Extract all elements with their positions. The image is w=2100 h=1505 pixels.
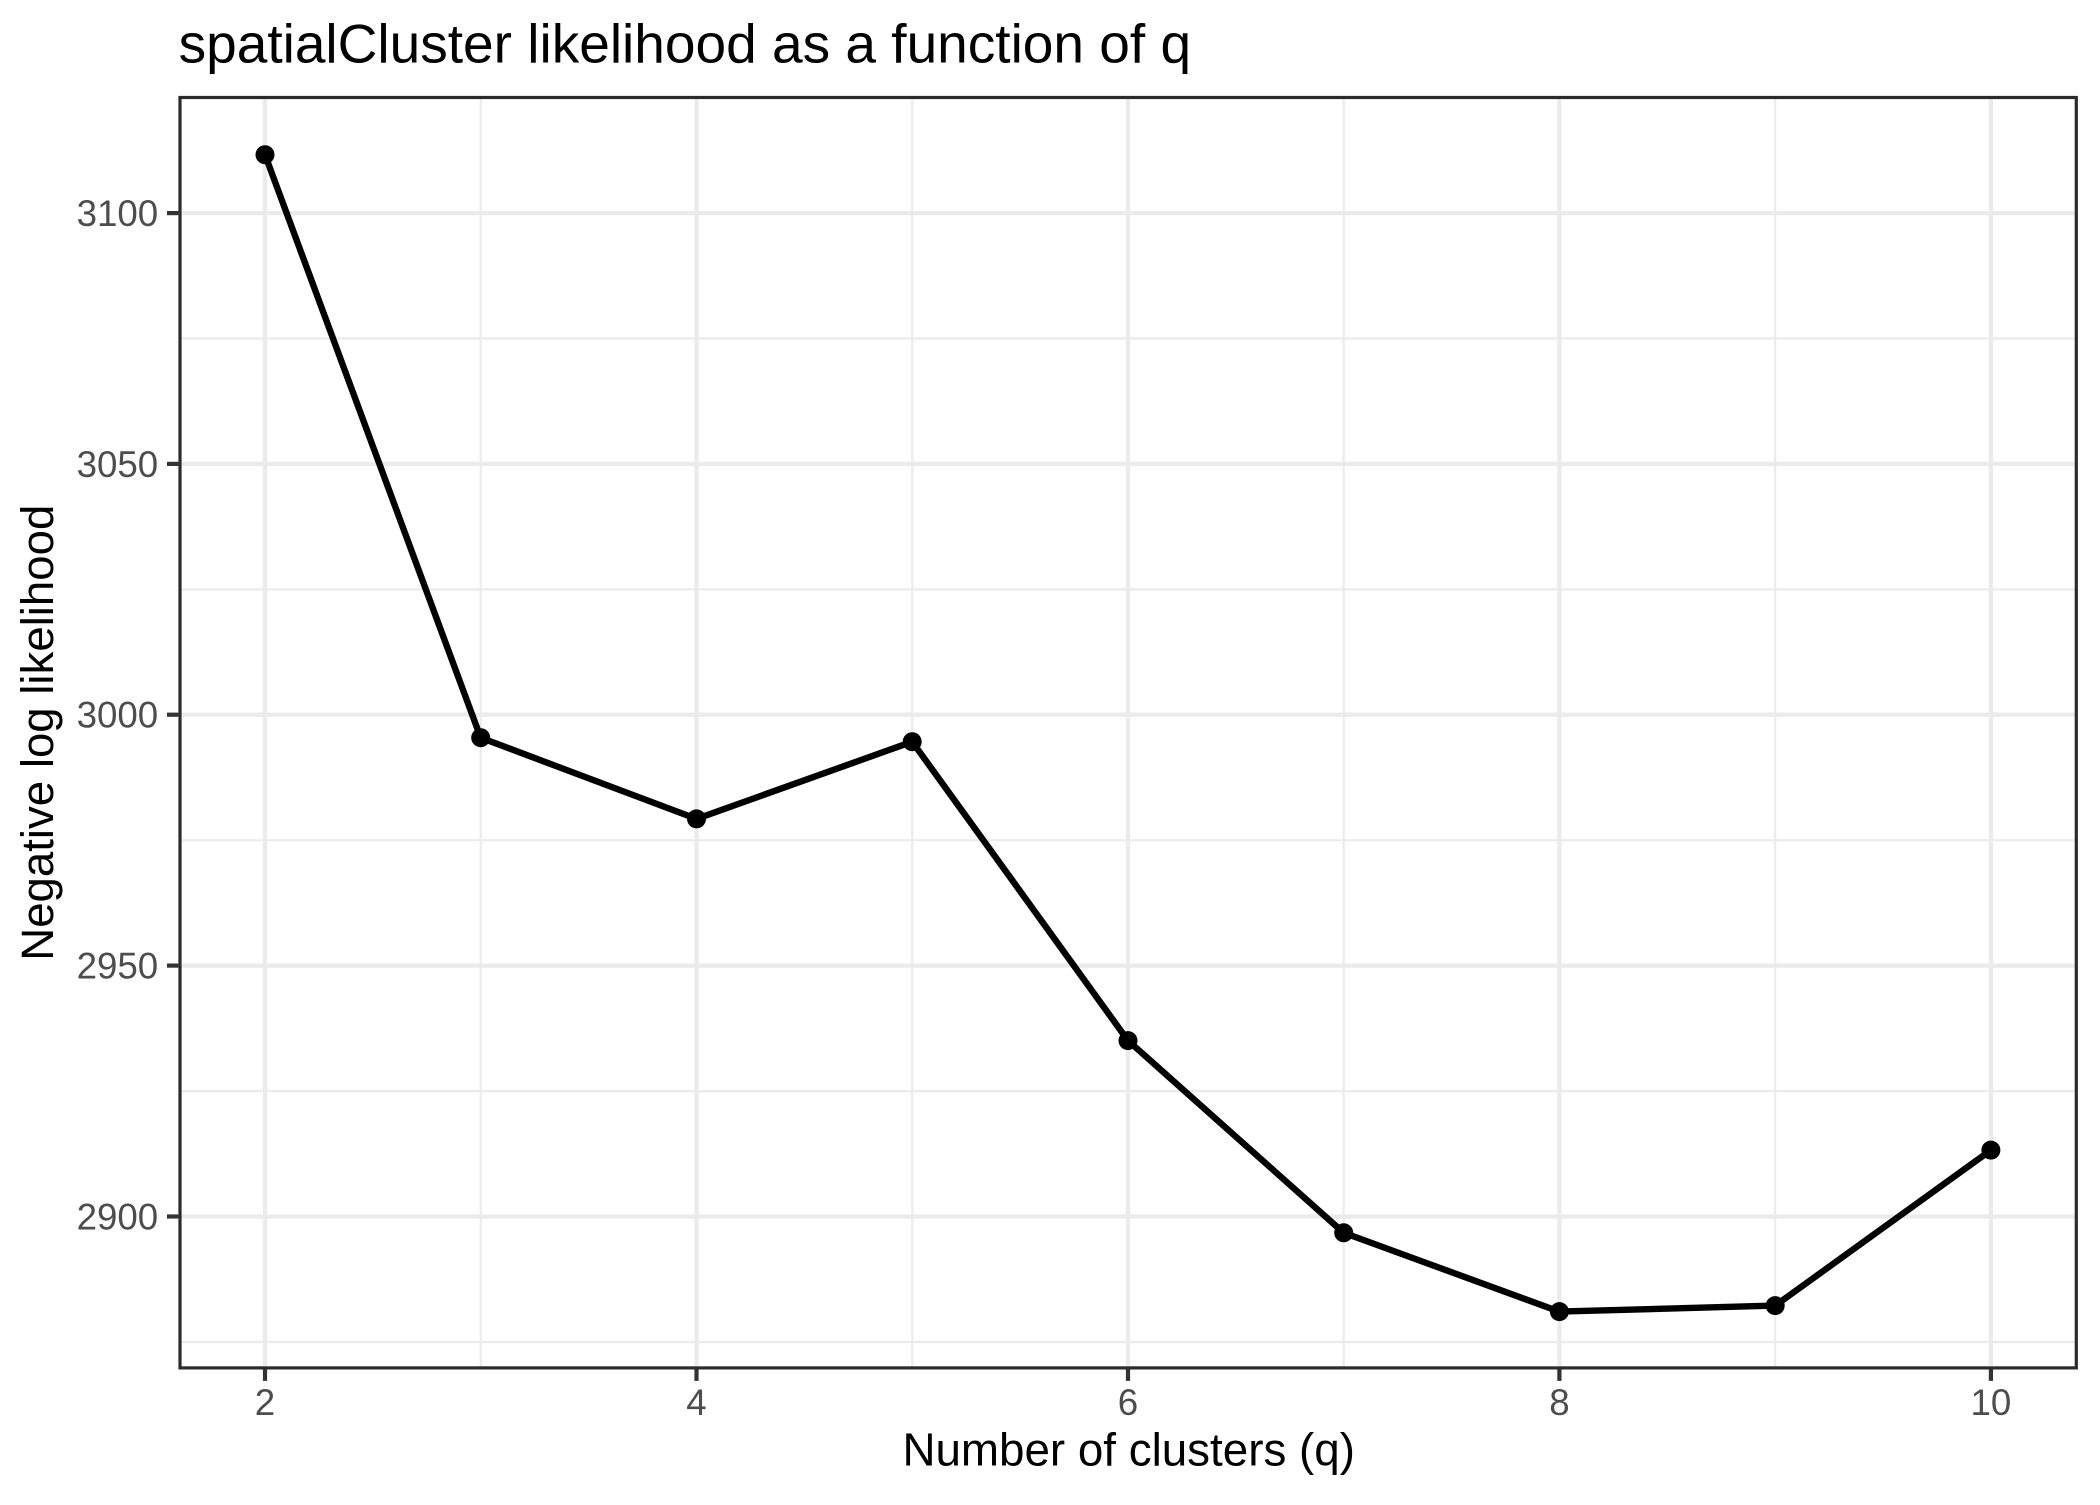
svg-text:spatialCluster likelihood as a: spatialCluster likelihood as a function … (179, 13, 1192, 75)
svg-text:6: 6 (1118, 1382, 1138, 1423)
svg-text:3100: 3100 (77, 193, 159, 234)
svg-text:8: 8 (1549, 1382, 1569, 1423)
svg-text:3050: 3050 (77, 444, 159, 485)
svg-text:Number of clusters (q): Number of clusters (q) (902, 1424, 1355, 1476)
svg-text:10: 10 (1970, 1382, 2011, 1423)
svg-text:Negative log likelihood: Negative log likelihood (12, 505, 63, 961)
svg-text:2: 2 (255, 1382, 275, 1423)
svg-text:4: 4 (686, 1382, 706, 1423)
svg-text:2950: 2950 (77, 946, 159, 987)
svg-text:2900: 2900 (77, 1197, 159, 1238)
svg-text:3000: 3000 (77, 695, 159, 736)
